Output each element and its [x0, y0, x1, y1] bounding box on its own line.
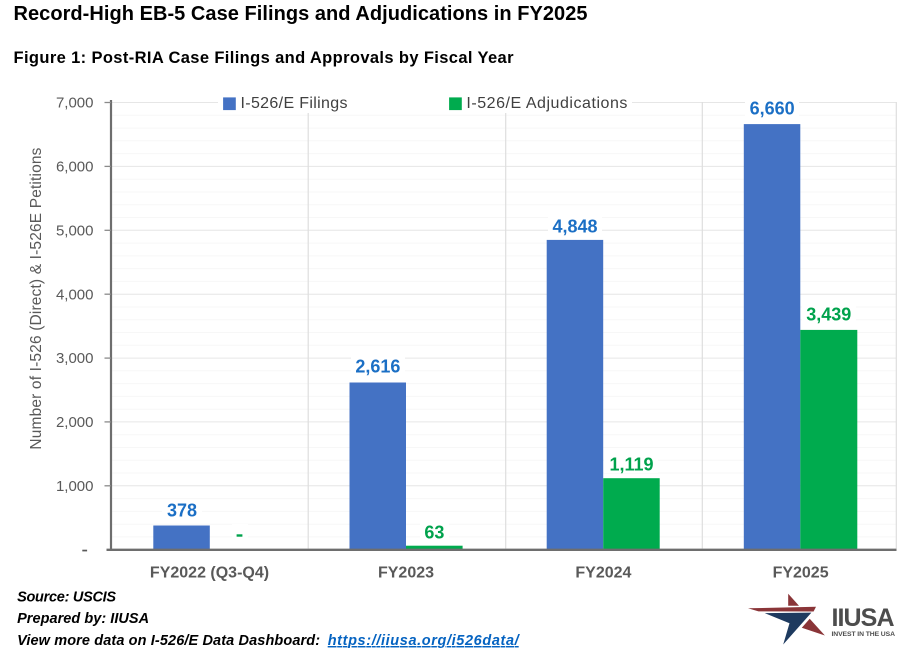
- svg-text:View more data on I-526/E Data: View more data on I-526/E Data Dashboard…: [17, 633, 320, 649]
- svg-text:3,000: 3,000: [56, 350, 94, 367]
- svg-text:Figure 1: Post-RIA Case Filing: Figure 1: Post-RIA Case Filings and Appr…: [14, 49, 515, 67]
- svg-text:IIUSA: IIUSA: [832, 604, 895, 632]
- svg-text:Prepared by: IIUSA: Prepared by: IIUSA: [17, 611, 149, 627]
- svg-text:2,000: 2,000: [56, 414, 94, 431]
- svg-text:INVEST IN THE USA: INVEST IN THE USA: [832, 631, 896, 638]
- svg-text:63: 63: [424, 522, 444, 542]
- svg-text:Record-High EB-5 Case Filings: Record-High EB-5 Case Filings and Adjudi…: [14, 3, 588, 25]
- svg-text:6,000: 6,000: [56, 159, 94, 176]
- svg-text:Source: USCIS: Source: USCIS: [17, 590, 116, 606]
- svg-text:Number of I-526 (Direct) & I-5: Number of I-526 (Direct) & I-526E Petiti…: [28, 147, 45, 449]
- svg-text:FY2022 (Q3-Q4): FY2022 (Q3-Q4): [150, 565, 269, 582]
- svg-text:2,616: 2,616: [355, 357, 400, 377]
- svg-text:FY2024: FY2024: [575, 565, 631, 582]
- svg-text:1,000: 1,000: [56, 478, 94, 495]
- svg-text:FY2023: FY2023: [378, 565, 434, 582]
- svg-text:I-526/E Filings: I-526/E Filings: [241, 95, 348, 112]
- svg-text:1,119: 1,119: [609, 455, 653, 475]
- svg-text:5,000: 5,000: [56, 222, 94, 239]
- svg-text:6,660: 6,660: [750, 99, 795, 119]
- svg-text:https://iiusa.org/i526data/: https://iiusa.org/i526data/: [328, 633, 521, 649]
- svg-text:378: 378: [167, 501, 197, 521]
- svg-text:I-526/E Adjudications: I-526/E Adjudications: [466, 95, 627, 112]
- svg-text:FY2025: FY2025: [773, 565, 829, 582]
- svg-text:4,000: 4,000: [56, 286, 94, 303]
- svg-text:7,000: 7,000: [56, 95, 94, 112]
- svg-text:4,848: 4,848: [552, 217, 597, 237]
- svg-text:3,439: 3,439: [806, 304, 851, 324]
